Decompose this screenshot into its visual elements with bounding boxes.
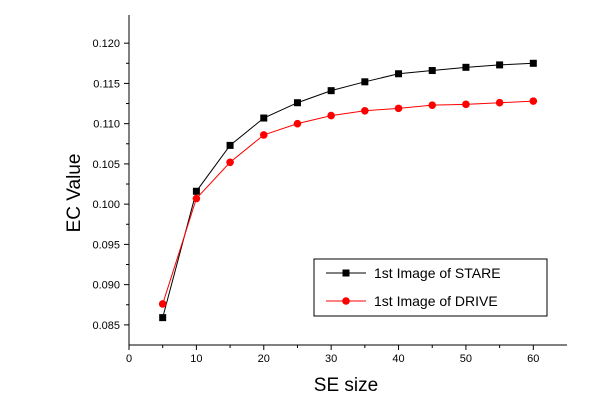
- y-tick-label: 0.105: [92, 159, 120, 171]
- y-tick-label: 0.110: [93, 119, 120, 131]
- data-point: [361, 106, 369, 115]
- x-tick-label: 40: [392, 353, 404, 365]
- legend-marker: [342, 269, 350, 277]
- legend-marker: [342, 297, 350, 305]
- legend-item: 1st Image of STARE: [326, 265, 501, 281]
- y-tick-label: 0.100: [92, 199, 120, 211]
- x-tick-label: 0: [126, 353, 132, 365]
- x-tick-label: 30: [325, 353, 337, 365]
- data-point: [159, 314, 167, 322]
- data-point: [395, 70, 403, 78]
- data-point: [226, 158, 234, 167]
- data-point: [394, 104, 403, 113]
- data-point: [226, 141, 234, 149]
- y-tick-label: 0.090: [92, 280, 120, 292]
- x-tick-label: 60: [527, 353, 539, 365]
- series-1: [159, 59, 537, 322]
- x-ticks: 0 10 20 30 40 50 60: [126, 345, 539, 365]
- data-point: [462, 63, 470, 71]
- y-tick-label: 0.085: [92, 320, 120, 332]
- legend: 1st Image of STARE 1st Image of DRIVE: [313, 258, 548, 317]
- data-point: [495, 98, 504, 107]
- series-layer: [158, 59, 538, 322]
- legend-box: [313, 258, 548, 317]
- data-point: [260, 114, 268, 122]
- data-point: [192, 194, 201, 203]
- data-point: [529, 97, 538, 105]
- series-line: [162, 62, 534, 318]
- legend-label: 1st Image of STARE: [374, 265, 501, 281]
- data-point: [462, 100, 470, 109]
- y-tick-label: 0.115: [93, 78, 120, 90]
- series-2: [158, 97, 538, 308]
- data-point: [192, 187, 200, 195]
- y-tick-label: 0.095: [92, 239, 120, 251]
- data-point: [496, 61, 504, 69]
- data-point: [361, 78, 369, 86]
- data-point: [259, 131, 268, 139]
- data-point: [158, 300, 167, 308]
- data-point: [327, 87, 335, 95]
- legend-label: 1st Image of DRIVE: [374, 293, 498, 309]
- x-tick-label: 50: [460, 353, 472, 365]
- y-ticks: 0.085 0.090 0.095 0.100 0.105 0.110 0.115 0.120: [92, 38, 129, 332]
- legend-item: 1st Image of DRIVE: [326, 293, 498, 309]
- series-line: [162, 100, 534, 305]
- data-point: [293, 119, 302, 128]
- data-point: [428, 67, 436, 75]
- data-point: [428, 101, 437, 109]
- y-tick-label: 0.120: [92, 38, 120, 50]
- y-axis-title: EC Value: [64, 154, 85, 233]
- x-tick-label: 10: [190, 353, 202, 365]
- x-tick-label: 20: [258, 353, 270, 365]
- plot-area: [128, 15, 567, 346]
- x-axis-title: SE size: [314, 375, 378, 396]
- data-point: [327, 111, 335, 120]
- data-point: [293, 99, 301, 107]
- data-point: [529, 59, 537, 67]
